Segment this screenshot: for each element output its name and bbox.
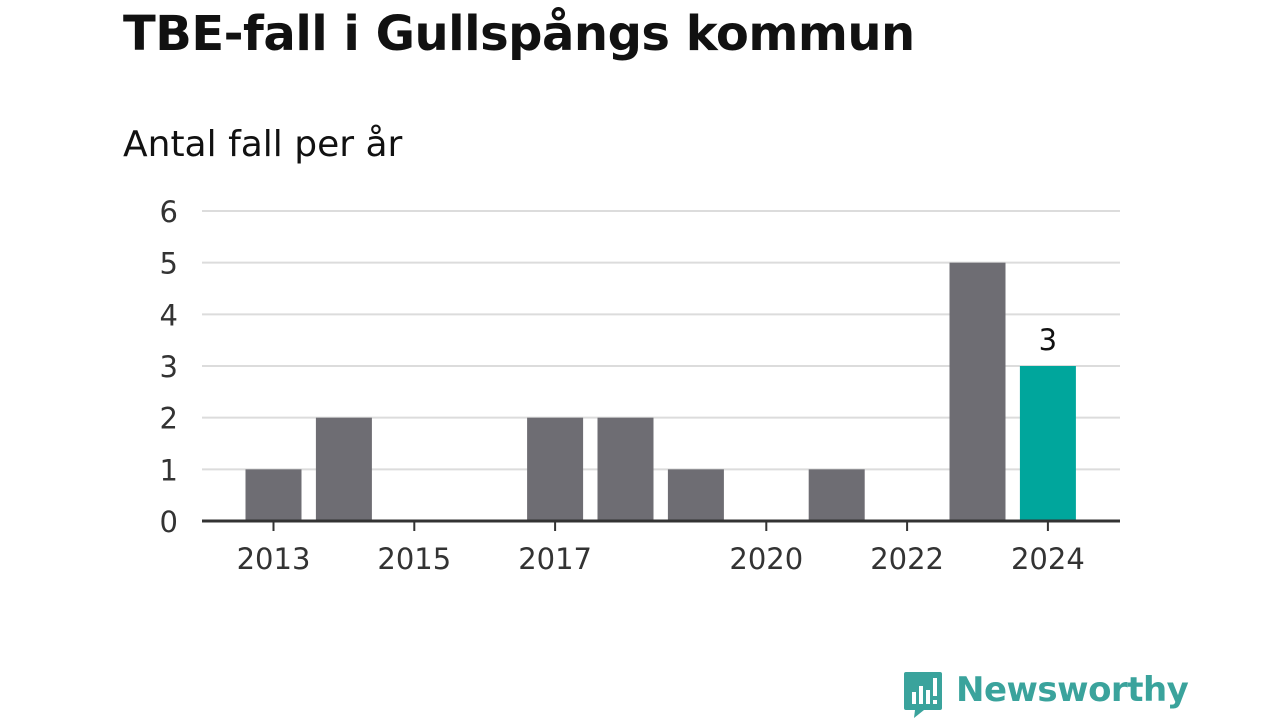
y-tick-label: 3 bbox=[160, 350, 178, 384]
y-tick-label: 4 bbox=[160, 298, 178, 332]
data-label: 3 bbox=[1039, 323, 1057, 357]
x-tick-label: 2024 bbox=[1011, 542, 1085, 576]
y-tick-label: 1 bbox=[160, 453, 178, 487]
newsworthy-logo: Newsworthy bbox=[902, 670, 1189, 720]
bar bbox=[808, 469, 865, 521]
newsworthy-logo-icon bbox=[904, 672, 942, 718]
chart-title: TBE-fall i Gullspångs kommun bbox=[123, 6, 915, 62]
x-tick-label: 2015 bbox=[377, 542, 451, 576]
chart-subtitle: Antal fall per år bbox=[123, 124, 403, 165]
x-tick-label: 2022 bbox=[870, 542, 944, 576]
x-tick-label: 2017 bbox=[518, 542, 592, 576]
bar bbox=[315, 417, 372, 521]
bar bbox=[949, 262, 1006, 521]
bar bbox=[527, 417, 584, 521]
y-tick-label: 0 bbox=[160, 505, 178, 539]
newsworthy-logo-text: Newsworthy bbox=[956, 670, 1189, 710]
y-tick-label: 5 bbox=[160, 247, 178, 281]
bar-chart: 0 1 2 3 4 5 6 3 2013 2015 2017 2020 2022 2024 bbox=[160, 195, 1120, 576]
y-tick-label: 2 bbox=[160, 402, 178, 436]
x-tick-label: 2013 bbox=[237, 542, 311, 576]
bar bbox=[245, 469, 302, 521]
bar bbox=[597, 417, 654, 521]
x-tick-label: 2020 bbox=[729, 542, 803, 576]
y-tick-label: 6 bbox=[160, 195, 178, 229]
bar-highlight bbox=[1019, 366, 1076, 521]
bar bbox=[667, 469, 724, 521]
